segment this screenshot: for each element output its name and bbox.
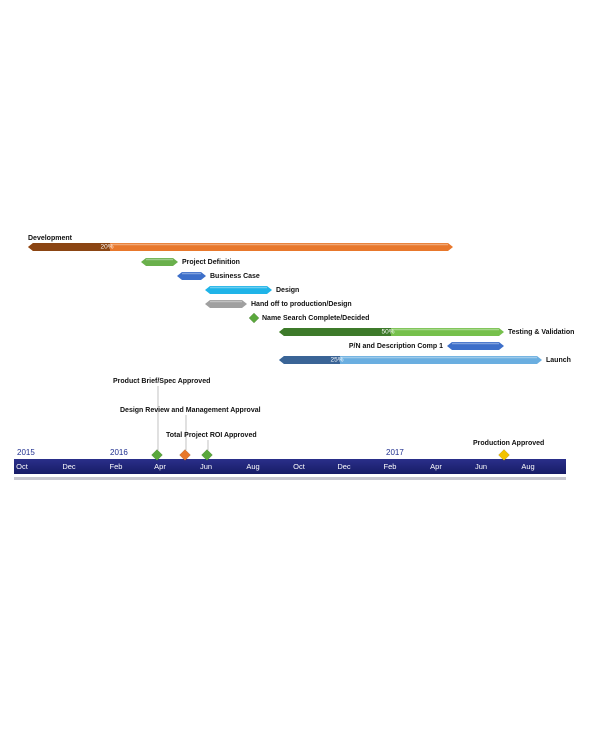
timeline-axis (14, 459, 566, 474)
task-bar (141, 258, 178, 266)
task-bar (177, 272, 206, 280)
milestone-diamond (179, 449, 191, 461)
task-label: Testing & Validation (508, 329, 574, 336)
progress-label: 50% (381, 329, 394, 336)
progress-label: 20% (100, 244, 113, 251)
month-label: Feb (110, 462, 123, 471)
milestone-diamond (248, 312, 260, 324)
month-label: Apr (430, 462, 442, 471)
year-label: 2017 (386, 448, 404, 457)
milestone-diamond (151, 449, 163, 461)
axis-shadow (14, 477, 566, 480)
task-progress (279, 356, 340, 364)
month-label: Oct (293, 462, 306, 471)
task-bar (205, 286, 272, 294)
milestone-label: Design Review and Management Approval (120, 407, 261, 414)
task-bar (205, 300, 247, 308)
milestone-diamond (498, 449, 510, 461)
month-label: Dec (62, 462, 76, 471)
month-label: Aug (246, 462, 259, 471)
month-label: Apr (154, 462, 166, 471)
year-label: 2016 (110, 448, 128, 457)
task-label: Design (276, 287, 299, 294)
milestone-diamond (201, 449, 213, 461)
month-label: Aug (521, 462, 534, 471)
task-label: Development (28, 235, 73, 242)
task-label: Business Case (210, 273, 260, 280)
task-label: P/N and Description Comp 1 (349, 343, 443, 350)
month-label: Dec (337, 462, 351, 471)
milestone-label: Total Project ROI Approved (166, 432, 257, 439)
progress-label: 25% (330, 357, 343, 364)
task-label: Name Search Complete/Decided (262, 315, 369, 322)
task-bar (447, 342, 504, 350)
task-label: Hand off to production/Design (251, 301, 352, 308)
month-label: Jun (200, 462, 212, 471)
milestone-label: Product Brief/Spec Approved (113, 378, 210, 385)
month-label: Feb (384, 462, 397, 471)
month-label: Jun (475, 462, 487, 471)
milestone-label: Production Approved (473, 440, 544, 447)
task-bar (28, 243, 453, 251)
task-bar (279, 356, 542, 364)
task-label: Project Definition (182, 259, 240, 266)
month-label: Oct (16, 462, 29, 471)
task-progress (279, 328, 391, 336)
task-progress (28, 243, 110, 251)
task-label: Launch (546, 357, 571, 364)
year-label: 2015 (17, 448, 35, 457)
